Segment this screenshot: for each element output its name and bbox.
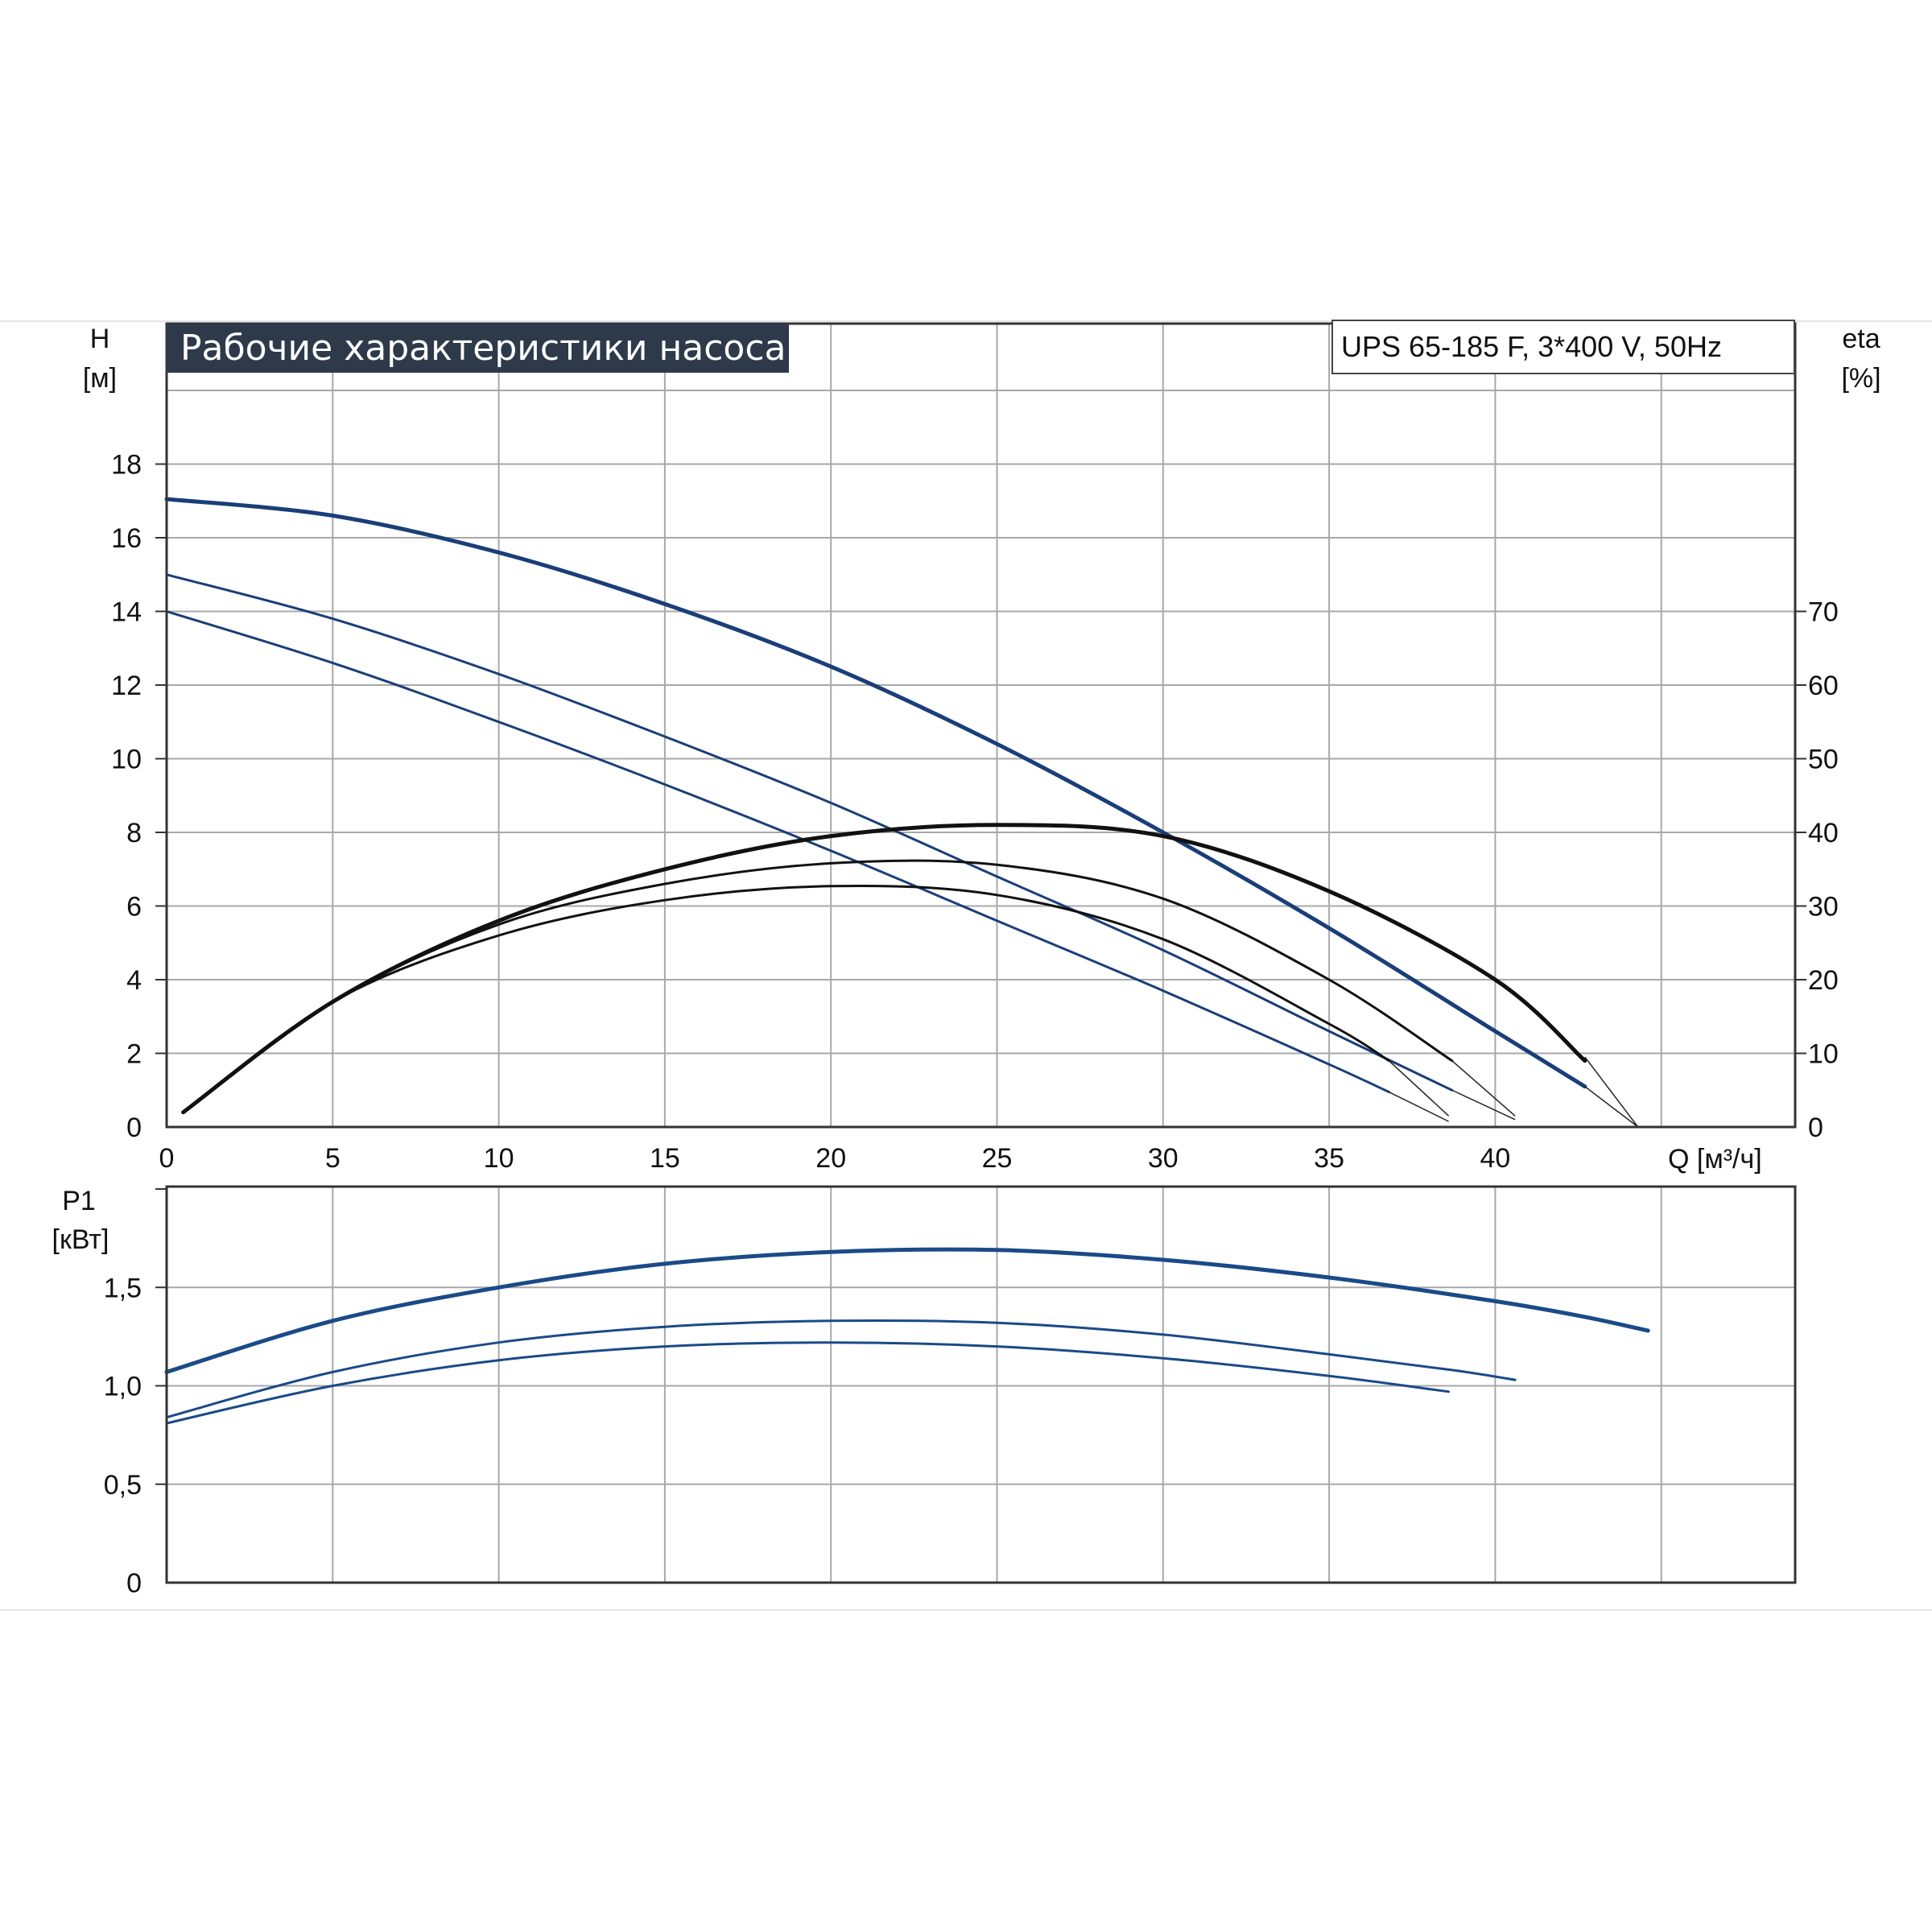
power-curve-speed-2 xyxy=(165,1319,1517,1419)
y-tick-label: 6 xyxy=(126,892,142,923)
y-tick-label: 14 xyxy=(111,597,142,628)
y-tick-label: 4 xyxy=(126,965,142,996)
chart-title: Рабочие характеристики насоса xyxy=(180,328,786,369)
curve-extension-line xyxy=(1451,1089,1516,1121)
p1-tick-label: 1,5 xyxy=(104,1273,142,1303)
x-tick-label: 5 xyxy=(325,1143,341,1174)
head-curve-speed-1 xyxy=(165,610,1390,1093)
y-tick-label: 8 xyxy=(126,818,142,848)
y2-tick-label: 0 xyxy=(1808,1113,1823,1143)
x-axis-label: Q [м³/ч] xyxy=(1668,1144,1762,1174)
p1-tick-label: 0 xyxy=(126,1568,142,1599)
p1-axis-label-unit: [кВт] xyxy=(52,1224,109,1255)
y2-tick-label: 30 xyxy=(1808,892,1839,923)
y2-tick-label: 50 xyxy=(1808,745,1839,775)
curve-extension-line xyxy=(1389,1091,1449,1122)
y2-axis-label-symbol: eta xyxy=(1842,324,1880,354)
y-tick-label: 12 xyxy=(111,671,142,701)
y-tick-label: 16 xyxy=(111,523,142,554)
bottom-plot-frame xyxy=(165,1185,1797,1584)
p1-axis-label-symbol: P1 xyxy=(62,1186,96,1216)
y2-tick-label: 20 xyxy=(1808,965,1839,996)
head-curve-speed-2 xyxy=(165,573,1454,1092)
efficiency-curve-speed-2 xyxy=(182,859,1454,1114)
x-tick-label: 0 xyxy=(159,1143,175,1174)
grid-layer xyxy=(167,324,1795,1583)
series-layer xyxy=(164,497,1650,1425)
curve-extension-line xyxy=(1584,1056,1639,1128)
frame-layer xyxy=(155,322,1806,1584)
curve-extension-line xyxy=(1451,1060,1516,1117)
y-axis-label-symbol: H xyxy=(90,324,110,354)
head-curve-speed-3 xyxy=(164,497,1587,1089)
y-axis-label-unit: [м] xyxy=(83,363,117,394)
y2-tick-label: 40 xyxy=(1808,818,1839,848)
x-tick-label: 15 xyxy=(650,1143,680,1174)
y2-axis-label-unit: [%] xyxy=(1841,363,1880,394)
y2-tick-label: 70 xyxy=(1808,597,1839,628)
x-tick-label: 40 xyxy=(1480,1143,1510,1174)
model-box xyxy=(1331,320,1795,374)
y-tick-label: 2 xyxy=(126,1039,142,1070)
label-layer: 0 5 10 15 20 25 30 35 40 0 2 4 6 8 10 12 14 16 18 0 10 20 30 40… xyxy=(52,324,1881,1599)
y2-tick-label: 10 xyxy=(1808,1039,1839,1070)
p1-tick-label: 1,0 xyxy=(104,1372,142,1402)
power-curve-speed-3 xyxy=(164,1247,1650,1374)
y-tick-label: 10 xyxy=(111,745,142,775)
frame-line-top xyxy=(0,320,1932,322)
frame-line-bottom xyxy=(0,1609,1932,1611)
power-curve-speed-1 xyxy=(165,1341,1451,1425)
x-tick-label: 35 xyxy=(1314,1143,1344,1174)
x-tick-label: 30 xyxy=(1148,1143,1179,1174)
x-tick-label: 10 xyxy=(484,1143,514,1174)
y-tick-label: 18 xyxy=(111,450,142,481)
y2-tick-label: 60 xyxy=(1808,671,1839,701)
curve-extension-line xyxy=(1388,1060,1450,1117)
top-plot-frame xyxy=(165,322,1797,1129)
efficiency-curve-speed-1 xyxy=(182,884,1390,1114)
y-tick-label: 0 xyxy=(126,1113,142,1143)
p1-tick-label: 0,5 xyxy=(104,1470,142,1501)
x-tick-label: 20 xyxy=(815,1143,846,1174)
curve-extension-line xyxy=(1584,1086,1639,1128)
x-tick-label: 25 xyxy=(982,1143,1013,1174)
title-background xyxy=(166,323,789,373)
model-label: UPS 65-185 F, 3*400 V, 50Hz xyxy=(1341,330,1722,363)
